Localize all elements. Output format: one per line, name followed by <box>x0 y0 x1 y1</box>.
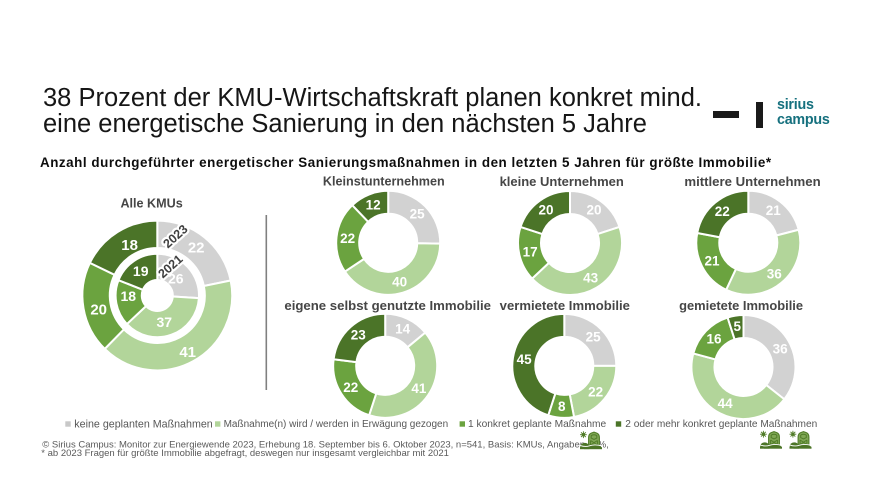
svg-text:19: 19 <box>133 263 149 279</box>
svg-text:37: 37 <box>157 314 173 330</box>
svg-text:20: 20 <box>538 203 553 218</box>
svg-text:22: 22 <box>343 380 358 395</box>
svg-text:8: 8 <box>558 399 566 414</box>
svg-text:Maßnahme(n) wird / werden in E: Maßnahme(n) wird / werden in Erwägung ge… <box>224 419 449 430</box>
svg-text:18: 18 <box>121 237 138 254</box>
svg-text:36: 36 <box>773 342 789 357</box>
svg-text:kleine Unternehmen: kleine Unternehmen <box>500 174 624 189</box>
svg-text:25: 25 <box>410 207 426 222</box>
svg-text:keine geplanten Maßnahmen: keine geplanten Maßnahmen <box>74 418 212 430</box>
svg-text:2 oder mehr konkret geplante M: 2 oder mehr konkret geplante Maßnahmen <box>625 419 817 430</box>
svg-text:17: 17 <box>523 244 538 259</box>
svg-text:16: 16 <box>706 331 722 346</box>
svg-text:41: 41 <box>179 344 196 361</box>
svg-text:22: 22 <box>715 204 730 219</box>
svg-text:5: 5 <box>733 319 741 334</box>
svg-text:Alle KMUs: Alle KMUs <box>120 196 182 210</box>
svg-text:41: 41 <box>411 381 427 396</box>
svg-text:12: 12 <box>366 198 381 213</box>
svg-text:20: 20 <box>586 203 601 218</box>
svg-text:Kleinstunternehmen: Kleinstunternehmen <box>323 175 445 189</box>
svg-text:36: 36 <box>767 267 783 282</box>
svg-text:14: 14 <box>395 321 411 336</box>
svg-text:18: 18 <box>121 288 137 304</box>
svg-text:22: 22 <box>340 231 355 246</box>
svg-text:1 konkret geplante Maßnahme: 1 konkret geplante Maßnahme <box>468 419 607 430</box>
svg-text:26: 26 <box>168 270 184 286</box>
svg-text:21: 21 <box>704 254 720 269</box>
svg-text:45: 45 <box>517 352 533 367</box>
svg-text:44: 44 <box>718 396 734 411</box>
svg-text:43: 43 <box>583 271 599 286</box>
svg-text:gemietete Immobilie: gemietete Immobilie <box>679 298 803 313</box>
svg-text:23: 23 <box>351 328 367 343</box>
svg-text:* ab 2023 Fragen für größte Im: * ab 2023 Fragen für größte Immobilie ab… <box>41 448 449 459</box>
svg-text:© Sirius Campus: Monitor zur E: © Sirius Campus: Monitor zur Energiewend… <box>42 439 609 450</box>
svg-text:25: 25 <box>586 330 602 345</box>
svg-text:40: 40 <box>392 274 407 289</box>
svg-text:22: 22 <box>188 239 205 256</box>
svg-text:20: 20 <box>90 302 107 319</box>
svg-text:21: 21 <box>766 203 782 218</box>
svg-text:eigene selbst genutzte Immobil: eigene selbst genutzte Immobilie <box>284 298 491 313</box>
svg-text:vermietete Immobilie: vermietete Immobilie <box>500 298 630 313</box>
svg-text:mittlere Unternehmen: mittlere Unternehmen <box>684 174 820 189</box>
svg-text:22: 22 <box>588 384 603 399</box>
